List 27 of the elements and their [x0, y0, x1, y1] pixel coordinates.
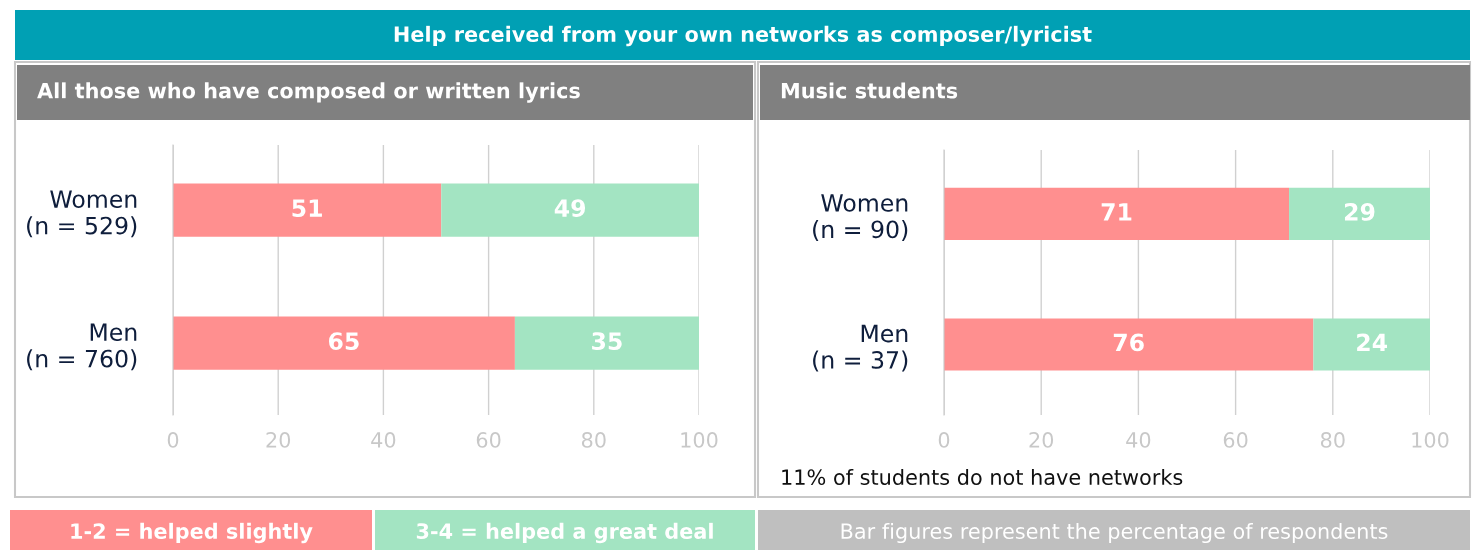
bar: [944, 318, 1314, 371]
data-label: 35: [592, 332, 622, 351]
text: 1-2 = helped slightly: [71, 522, 313, 544]
y-tick-label: Women (n = 90): [813, 194, 908, 242]
chart-subtitle: All those who have composed or written lyrics: [37, 82, 580, 103]
chart-subtitle: Music students: [781, 82, 958, 99]
data-label: 29: [1344, 202, 1375, 221]
data-label: 76: [1113, 333, 1144, 352]
bar: [944, 187, 1290, 241]
bar: [1313, 318, 1430, 371]
data-label: 24: [1357, 333, 1388, 352]
y-tick-label: Women (n = 529): [27, 190, 137, 238]
text: Help received from your own networks as composer/lyricist: [394, 25, 1092, 47]
bar: [173, 183, 442, 237]
bar: [173, 316, 515, 370]
y-tick-label: Men (n = 37): [813, 324, 908, 372]
bar: [514, 316, 699, 370]
text: 11% of students do not have networks: [782, 468, 1183, 486]
y-tick-label: Men (n = 760): [27, 323, 137, 371]
data-label: 49: [554, 199, 586, 218]
text: Bar figures represent the percentage of respondents: [841, 522, 1388, 544]
text: 3-4 = helped a great deal: [416, 522, 713, 544]
data-label: 71: [1101, 203, 1132, 221]
data-label: 65: [328, 332, 359, 351]
bar: [441, 183, 699, 237]
bar: [1289, 187, 1430, 241]
data-label: 51: [292, 199, 322, 218]
